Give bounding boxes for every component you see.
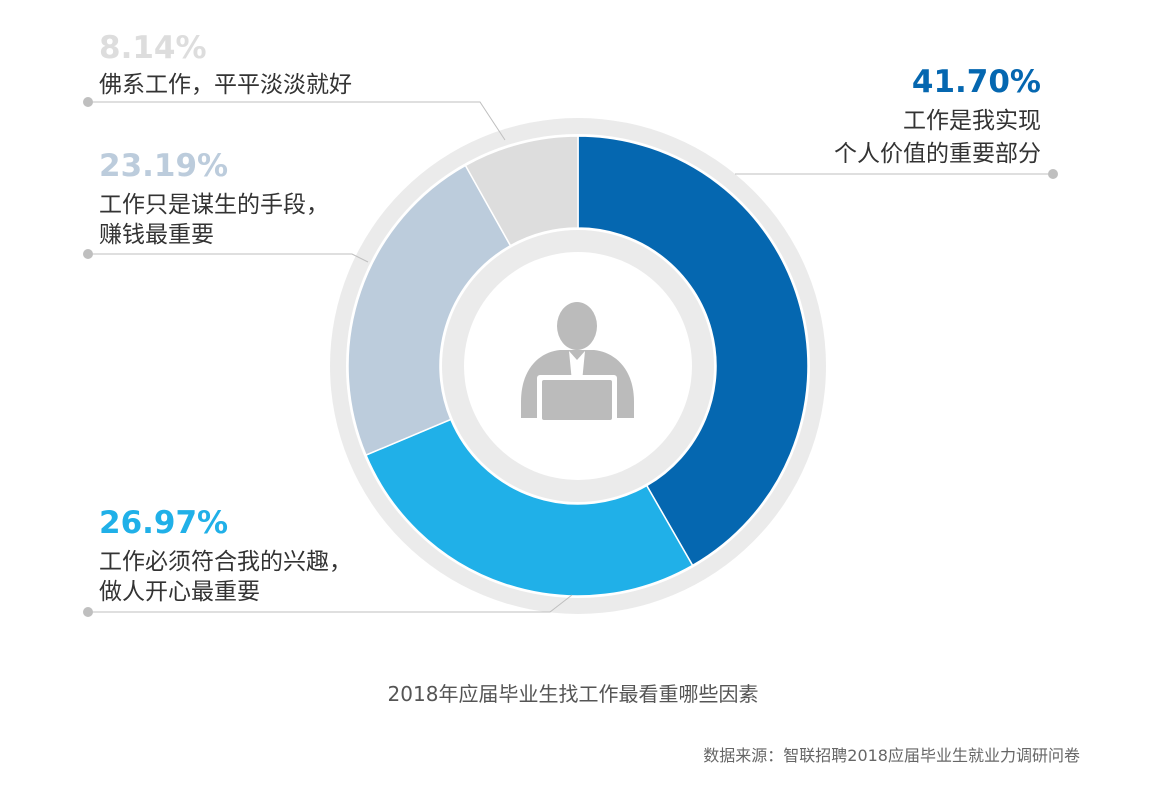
slice-1-label-line-2: 个人价值的重要部分 [834,141,1041,167]
leader-dot-slice-4 [83,97,93,107]
slice-2-label-line-2: 做人开心最重要 [99,579,260,605]
leader-dot-slice-3 [83,249,93,259]
leader-dot-slice-1 [1048,169,1058,179]
leader-line-slice-3 [85,253,369,263]
person-with-laptop-icon [521,302,634,428]
leader-dot-slice-2 [83,607,93,617]
slice-2-value: 26.97% [99,505,228,541]
slice-1-label-line-1: 工作是我实现 [903,108,1041,134]
leader-lines [85,101,1053,613]
donut-slice-4 [464,135,579,247]
slice-3-label-line-2: 赚钱最重要 [99,222,214,248]
slice-2-label-line-1: 工作必须符合我的兴趣， [99,549,352,575]
data-source: 数据来源：智联招聘2018应届毕业生就业力调研问卷 [703,746,1080,765]
slice-1-value: 41.70% [912,64,1041,100]
slice-3-value: 23.19% [99,148,228,184]
slice-4-value: 8.14% [99,30,207,66]
donut-slice-1 [577,135,809,567]
slice-3-label-line-1: 工作只是谋生的手段， [99,192,329,218]
chart-title: 2018年应届毕业生找工作最看重哪些因素 [388,682,759,706]
donut-slice-3 [347,164,512,457]
slice-4-label-line-1: 佛系工作，平平淡淡就好 [99,72,352,98]
leader-dots [83,97,1058,617]
donut-slice-2 [364,418,694,597]
leader-line-slice-4 [85,101,506,141]
leader-line-slice-2 [85,594,573,613]
